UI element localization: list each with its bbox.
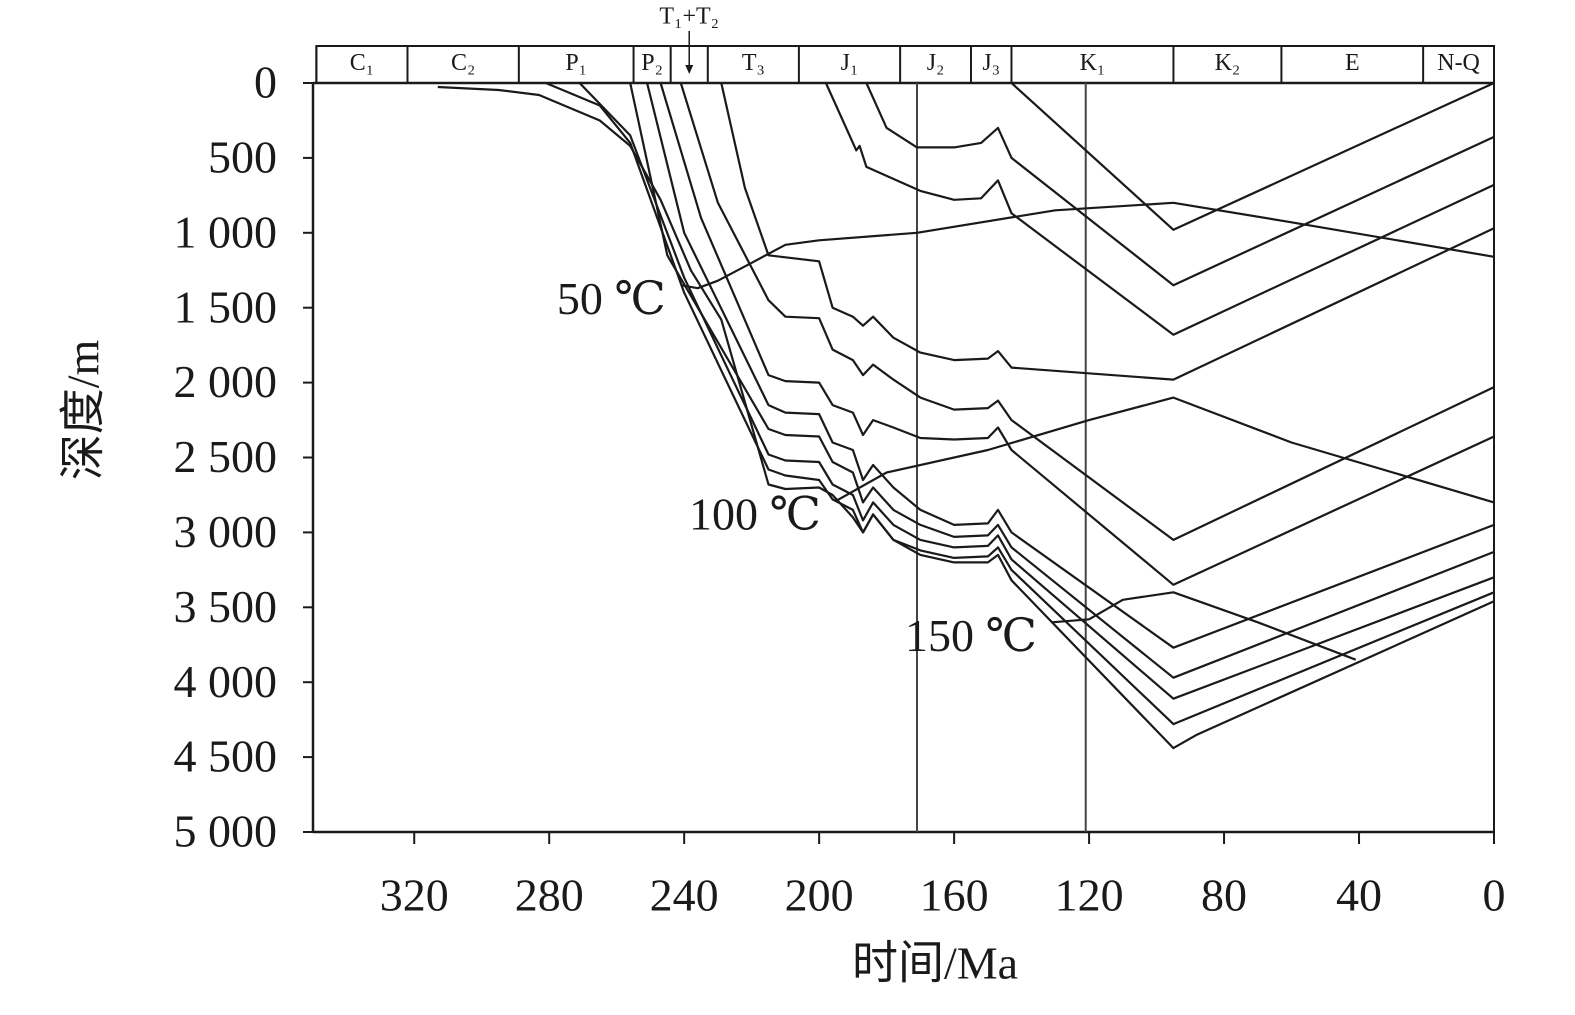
y-tick-label: 2 500 xyxy=(174,431,278,482)
isotherm xyxy=(680,201,1495,290)
stage-label: J₁ xyxy=(841,50,859,76)
stage-label: J₃ xyxy=(982,50,1000,76)
burial-curve xyxy=(824,82,1495,336)
stage-label: C₁ xyxy=(350,50,374,76)
stage-label: C₂ xyxy=(451,50,475,76)
stage-arrow-head xyxy=(685,65,694,74)
isotherm xyxy=(835,396,1495,504)
burial-curve xyxy=(1010,81,1495,231)
x-tick-label: 0 xyxy=(1483,870,1506,921)
burial-curve xyxy=(865,82,1495,287)
stage-label: K₁ xyxy=(1080,50,1106,76)
y-tick-label: 3 500 xyxy=(174,581,278,632)
x-tick-label: 200 xyxy=(785,870,854,921)
x-tick-label: 120 xyxy=(1055,870,1124,921)
y-tick-label: 4 500 xyxy=(174,731,278,782)
x-tick-label: 40 xyxy=(1336,870,1382,921)
stage-label: T₃ xyxy=(742,50,765,76)
x-tick-label: 240 xyxy=(650,870,719,921)
y-tick-label: 1 500 xyxy=(174,281,278,332)
y-tick-label: 1 000 xyxy=(174,206,278,257)
y-tick-label: 2 000 xyxy=(174,356,278,407)
y-tick-label: 500 xyxy=(208,131,277,182)
x-tick-label: 160 xyxy=(920,870,989,921)
stage-label: J₂ xyxy=(927,50,945,76)
stage-label: K₂ xyxy=(1215,50,1241,76)
burial-curve xyxy=(646,82,1495,649)
x-tick-label: 280 xyxy=(515,870,584,921)
stage-label: N-Q xyxy=(1437,50,1480,76)
stage-label: P₂ xyxy=(641,50,663,76)
x-tick-label: 320 xyxy=(380,870,449,921)
x-tick-label: 80 xyxy=(1201,870,1247,921)
y-tick-label: 5 000 xyxy=(174,806,278,857)
burial-curve xyxy=(629,82,1495,679)
stage-label: P₁ xyxy=(565,50,587,76)
y-tick-label: 0 xyxy=(254,57,277,108)
stage-label: T₁+T₂ xyxy=(659,4,719,30)
y-tick-label: 4 000 xyxy=(174,656,278,707)
stage-bar xyxy=(315,45,1496,84)
stage-label: E xyxy=(1345,50,1360,76)
burial-curve xyxy=(437,85,1495,750)
isotherm-label: 150 ℃ xyxy=(905,610,1037,661)
burial-curve xyxy=(659,82,1495,586)
x-axis-title: 时间/Ma xyxy=(852,938,1018,989)
burial-curve xyxy=(720,82,1495,381)
isotherm xyxy=(1051,591,1357,661)
burial-curve xyxy=(578,82,1495,700)
isotherm-label: 50 ℃ xyxy=(557,273,666,324)
isotherm-label: 100 ℃ xyxy=(689,489,821,540)
burial-curve xyxy=(679,82,1495,541)
y-axis-title: 深度/m xyxy=(58,340,109,481)
y-tick-label: 3 000 xyxy=(174,506,278,557)
